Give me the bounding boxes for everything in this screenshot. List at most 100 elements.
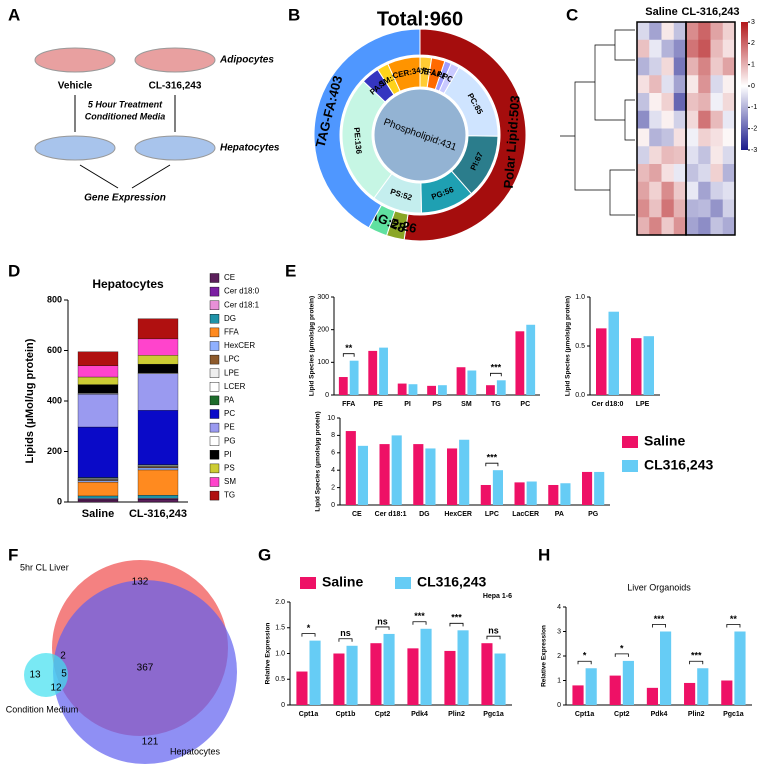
condition: Vehicle	[58, 81, 93, 92]
heat-cell	[637, 22, 650, 41]
dendrogram-branches	[560, 29, 635, 216]
y-axis-label: Relative Expression	[265, 623, 272, 685]
bar	[486, 385, 495, 395]
bar	[646, 687, 658, 705]
bar	[447, 448, 458, 505]
colorbar-label: -3	[751, 147, 757, 154]
treatment: Conditioned Media	[85, 111, 166, 121]
y-tick-label: 0.5	[575, 343, 585, 350]
legend-swatch	[209, 368, 220, 378]
y-axis-label: Relative Expression	[541, 625, 548, 687]
bar	[492, 470, 503, 505]
heat-cell	[637, 199, 650, 218]
legend-label: DG	[224, 314, 236, 323]
legend-label: HexCER	[224, 341, 255, 350]
legend-label: PE	[224, 423, 235, 432]
bar	[309, 640, 321, 705]
bar	[370, 643, 382, 705]
venn-count: 12	[50, 683, 62, 694]
heat-cell	[698, 75, 711, 94]
pie-slice	[387, 56, 421, 92]
legend-swatch	[209, 314, 220, 324]
heat-cell	[722, 22, 736, 41]
legend-label: LPE	[224, 368, 239, 377]
bar-segment	[137, 495, 179, 499]
colorbar-label: -2	[751, 126, 757, 133]
panel-letter: G	[258, 545, 271, 564]
bar-segment	[77, 499, 119, 503]
x-tick-label: LPE	[636, 401, 650, 408]
heat-cell	[698, 146, 711, 165]
venn-set	[24, 653, 68, 697]
y-tick-label: 200	[317, 327, 329, 334]
bar	[496, 380, 506, 395]
heat-cell	[673, 39, 687, 58]
legend-label: PG	[224, 436, 236, 445]
heat-cell	[649, 128, 662, 147]
heat-cell	[722, 39, 736, 58]
bar	[514, 482, 525, 505]
bar-segment	[77, 365, 119, 378]
heat-cell	[661, 57, 675, 76]
bar-segment	[137, 318, 179, 340]
legend-label: CL316,243	[644, 457, 713, 473]
heat-cell	[686, 93, 699, 112]
venn-set-label: Condition Medium	[6, 704, 79, 714]
significance-bracket	[486, 635, 501, 640]
x-tick-label: HexCER	[444, 511, 472, 518]
chart-title: Total:960	[377, 8, 463, 30]
legend-swatch	[209, 422, 220, 433]
colorbar-label: 2	[751, 40, 755, 47]
bar	[368, 350, 378, 395]
x-tick-label: Saline	[82, 508, 114, 520]
bar-segment	[77, 351, 119, 366]
x-tick-label: PC	[520, 401, 530, 408]
legend-label: TG	[224, 491, 235, 500]
venn-set	[53, 580, 237, 764]
significance-bracket	[375, 626, 390, 630]
heat-cell	[637, 181, 650, 200]
x-tick-label: Cpt1a	[575, 711, 595, 718]
legend-swatch	[209, 463, 220, 474]
heat-cell	[698, 164, 711, 183]
bar	[345, 431, 356, 505]
y-tick-label: 0.0	[575, 392, 585, 399]
significance-label: **	[730, 614, 738, 624]
y-tick-label: 2	[331, 484, 335, 491]
y-tick-label: 0	[325, 392, 329, 399]
y-tick-label: 4	[331, 467, 335, 474]
heat-cell	[673, 75, 687, 94]
significance-bracket	[689, 660, 704, 665]
x-tick-label: Plin2	[448, 711, 465, 718]
dendrogram	[560, 29, 635, 216]
bar	[397, 383, 407, 395]
heat-cell	[710, 181, 724, 200]
heat-cell	[710, 93, 724, 112]
heat-cell	[698, 93, 711, 112]
heat-cell	[649, 39, 662, 58]
legend-label: FFA	[224, 328, 239, 337]
legend-label: Cer d18:1	[224, 300, 260, 309]
y-tick-label: 800	[47, 294, 62, 304]
heat-cell	[686, 217, 699, 236]
heat-cell	[698, 217, 711, 236]
bar	[407, 648, 419, 705]
x-tick-label: LacCER	[512, 511, 539, 518]
legend-swatch	[209, 286, 220, 297]
y-tick-label: 10	[327, 415, 335, 422]
legend-label: Saline	[644, 433, 685, 449]
heat-cell	[710, 164, 724, 183]
heat-cell	[722, 110, 736, 129]
x-tick-label: Cpt1b	[336, 711, 356, 718]
y-tick-label: 600	[47, 345, 62, 355]
bar	[548, 484, 559, 505]
heat-cell	[710, 57, 724, 76]
legend-label: PA	[224, 396, 235, 405]
heat-cell	[710, 217, 724, 236]
heat-cell	[661, 217, 675, 236]
group-frame	[685, 21, 736, 236]
legend-swatch	[622, 460, 638, 472]
heat-cell	[637, 164, 650, 183]
heat-cell	[698, 39, 711, 58]
legend-swatch	[209, 341, 220, 351]
